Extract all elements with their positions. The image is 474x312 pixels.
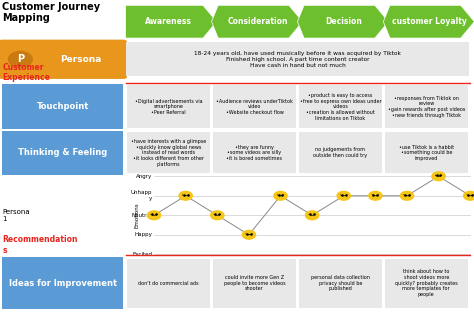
Text: customer Loyalty: customer Loyalty xyxy=(392,17,467,26)
Text: Recommendation
s: Recommendation s xyxy=(2,235,78,255)
FancyBboxPatch shape xyxy=(213,132,296,173)
Text: Customer Journey
Mapping: Customer Journey Mapping xyxy=(2,2,100,23)
Circle shape xyxy=(464,192,474,200)
Circle shape xyxy=(9,51,32,67)
FancyBboxPatch shape xyxy=(213,85,296,128)
Circle shape xyxy=(210,211,224,220)
Text: Touchpoint: Touchpoint xyxy=(36,102,89,111)
FancyBboxPatch shape xyxy=(2,257,123,309)
Text: Persona
1: Persona 1 xyxy=(2,209,30,222)
Circle shape xyxy=(401,192,414,200)
Text: •have interests with a glimpse
•quickly know global news
instead of read words
•: •have interests with a glimpse •quickly … xyxy=(131,139,206,167)
FancyBboxPatch shape xyxy=(385,85,468,128)
Text: •Digital advertisements via
smartphone
•Peer Referral: •Digital advertisements via smartphone •… xyxy=(135,99,202,115)
Text: Happy: Happy xyxy=(134,232,152,237)
Circle shape xyxy=(179,192,192,200)
Circle shape xyxy=(147,211,161,220)
FancyBboxPatch shape xyxy=(299,132,382,173)
Text: personal data collection
privacy should be
published: personal data collection privacy should … xyxy=(311,275,370,291)
Text: P: P xyxy=(17,54,24,64)
FancyBboxPatch shape xyxy=(2,84,123,129)
Text: Customer
Experience: Customer Experience xyxy=(2,63,50,82)
Polygon shape xyxy=(126,5,217,38)
Polygon shape xyxy=(211,5,302,38)
FancyBboxPatch shape xyxy=(299,85,382,128)
Text: •use Tiktok is a habbit
•something could be
improved: •use Tiktok is a habbit •something could… xyxy=(399,144,454,161)
Circle shape xyxy=(242,230,255,239)
Circle shape xyxy=(337,192,350,200)
Text: could invite more Gen Z
people to become videos
shooter: could invite more Gen Z people to become… xyxy=(224,275,285,291)
Text: Unhapp
y: Unhapp y xyxy=(131,190,152,201)
FancyBboxPatch shape xyxy=(299,259,382,308)
Text: Awareness: Awareness xyxy=(145,17,192,26)
FancyBboxPatch shape xyxy=(126,42,469,76)
FancyBboxPatch shape xyxy=(127,132,210,173)
FancyBboxPatch shape xyxy=(0,40,127,79)
Text: Persona: Persona xyxy=(60,55,101,64)
Text: no judgements from
outside then could try: no judgements from outside then could tr… xyxy=(313,148,367,158)
Polygon shape xyxy=(383,5,474,38)
FancyBboxPatch shape xyxy=(127,259,210,308)
Text: Consideration: Consideration xyxy=(228,17,288,26)
Text: Thinking & Feeling: Thinking & Feeling xyxy=(18,149,108,157)
FancyBboxPatch shape xyxy=(385,259,468,308)
FancyBboxPatch shape xyxy=(127,85,210,128)
Text: think about how to
shoot videos more
quickly? probably creates
more templates fo: think about how to shoot videos more qui… xyxy=(395,269,458,297)
FancyBboxPatch shape xyxy=(213,259,296,308)
Text: •product is easy to access
•free to express own ideas under
videos
•creation is : •product is easy to access •free to expr… xyxy=(300,93,381,121)
Text: Angry: Angry xyxy=(136,174,152,179)
Text: don't do commercial ads: don't do commercial ads xyxy=(138,280,199,286)
Text: Decision: Decision xyxy=(325,17,362,26)
Circle shape xyxy=(305,211,319,220)
FancyBboxPatch shape xyxy=(2,131,123,175)
Text: •Audience reviews underTiktok
video
•Website checkout flow: •Audience reviews underTiktok video •Web… xyxy=(216,99,293,115)
Circle shape xyxy=(274,192,287,200)
Circle shape xyxy=(369,192,382,200)
Text: Neutral: Neutral xyxy=(132,213,152,218)
FancyBboxPatch shape xyxy=(385,132,468,173)
Text: 18-24 years old, have used musically before it was acquired by Tiktok
Finished h: 18-24 years old, have used musically bef… xyxy=(194,51,401,68)
Polygon shape xyxy=(298,5,389,38)
Text: Excited: Excited xyxy=(132,252,152,257)
Text: •they are funny
•some videos are silly
•it is bored sometimes: •they are funny •some videos are silly •… xyxy=(227,144,283,161)
Text: Emotions: Emotions xyxy=(135,202,140,228)
Text: Ideas for Improvement: Ideas for Improvement xyxy=(9,279,117,288)
Circle shape xyxy=(432,172,445,181)
Text: •responses from Tiktok on
review
•gain rewards after post videos
•new friends th: •responses from Tiktok on review •gain r… xyxy=(388,96,465,118)
